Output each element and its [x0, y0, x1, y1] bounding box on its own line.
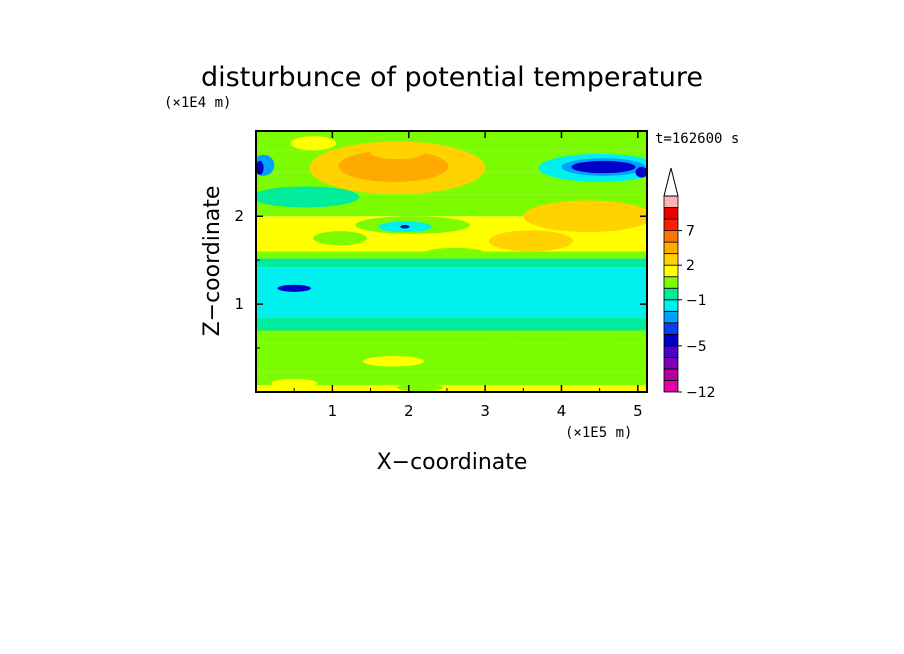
colorbar-swatch-1 — [663, 368, 679, 381]
time-label: t=162600 s — [655, 131, 739, 147]
x-axis-label: X−coordinate — [377, 450, 528, 475]
contour-feature-1 — [256, 186, 360, 208]
layer-band-5 — [256, 267, 647, 318]
contour-feature-17 — [313, 231, 367, 246]
colorbar-swatch-4 — [663, 333, 679, 347]
contour-feature-6 — [338, 150, 449, 182]
colorbar-swatch-15 — [663, 207, 679, 220]
colorbar-swatch-5 — [663, 322, 679, 335]
colorbar-swatch-9 — [663, 276, 679, 289]
contour-feature-24 — [397, 384, 444, 392]
x-axis-unit: (×1E5 m) — [565, 425, 632, 441]
colorbar-swatch-12 — [663, 241, 679, 255]
colorbar-extend-arrow — [663, 167, 679, 197]
contour-feature-14 — [635, 167, 647, 178]
colorbar-swatch-7 — [663, 299, 679, 312]
layer-band-4 — [256, 317, 647, 331]
layer-band-3 — [256, 330, 647, 344]
colorbar-swatch-10 — [663, 264, 679, 278]
x-tick-label-2: 2 — [404, 402, 414, 420]
temperature-features — [256, 136, 647, 392]
chart-title: disturbunce of potential temperature — [201, 62, 703, 93]
contour-feature-20 — [477, 342, 524, 354]
contour-feature-8 — [290, 136, 337, 151]
contour-feature-15 — [523, 200, 647, 233]
colorbar-label-3: 2 — [686, 258, 695, 274]
colorbar-swatch-8 — [663, 287, 679, 301]
contour-feature-10 — [256, 160, 264, 175]
x-tick-label-4: 4 — [557, 402, 567, 420]
contour-feature-21 — [422, 348, 457, 362]
colorbar-swatch-3 — [663, 345, 679, 358]
colorbar-label-1: −5 — [686, 339, 707, 355]
colorbar: −12−5−127 — [663, 167, 716, 401]
contour-feature-19 — [565, 333, 619, 346]
plot-area — [256, 131, 647, 392]
y-tick-label-1: 1 — [234, 295, 244, 313]
x-axis-ticks: 1 2 3 4 5 — [293, 131, 643, 420]
x-tick-label-1: 1 — [328, 402, 338, 420]
colorbar-swatch-13 — [663, 230, 679, 243]
contour-feature-7 — [370, 146, 425, 160]
plot-frame — [255, 130, 648, 393]
y-tick-label-2: 2 — [234, 207, 244, 225]
contour-feature-0 — [277, 284, 311, 292]
colorbar-swatch-11 — [663, 253, 679, 266]
colorbar-swatch-0 — [663, 380, 679, 393]
colorbar-swatch-14 — [663, 218, 679, 231]
colorbar-swatch-6 — [663, 310, 679, 324]
contour-feature-18 — [424, 247, 486, 259]
y-axis-ticks: 12 — [234, 171, 647, 349]
colorbar-swatch-16 — [663, 195, 679, 208]
colorbar-swatch-2 — [663, 357, 679, 370]
x-tick-label-5: 5 — [633, 402, 643, 420]
contour-feature-13 — [571, 160, 636, 174]
contour-feature-16 — [488, 230, 573, 252]
contour-feature-25 — [271, 378, 318, 388]
colorbar-label-0: −12 — [686, 385, 716, 401]
colorbar-label-2: −1 — [686, 293, 707, 309]
contour-feature-23 — [256, 348, 291, 357]
y-axis-label: Z−coordinate — [200, 186, 225, 337]
layer-band-0 — [256, 384, 647, 392]
x-tick-label-3: 3 — [480, 402, 490, 420]
contour-feature-4 — [400, 225, 410, 229]
layer-band-6 — [256, 258, 647, 268]
y-axis-unit: (×1E4 m) — [164, 95, 231, 111]
colorbar-label-4: 7 — [686, 224, 695, 240]
layer-band-1 — [256, 372, 647, 385]
contour-feature-22 — [362, 355, 425, 367]
